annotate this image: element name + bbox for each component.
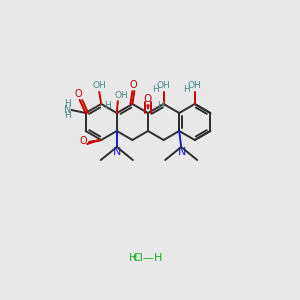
- Text: Cl—H: Cl—H: [133, 253, 163, 263]
- Text: O: O: [80, 136, 87, 146]
- Text: O: O: [144, 94, 152, 104]
- Text: H: H: [152, 85, 159, 94]
- Text: H: H: [129, 253, 137, 263]
- Text: O: O: [75, 89, 83, 99]
- Text: H: H: [157, 101, 164, 110]
- Polygon shape: [147, 105, 149, 109]
- Text: OH: OH: [188, 80, 202, 89]
- Text: H: H: [64, 112, 71, 121]
- Text: N: N: [178, 147, 186, 157]
- Text: OH: OH: [92, 80, 106, 89]
- Text: H: H: [183, 85, 190, 94]
- Text: O: O: [130, 80, 137, 90]
- Text: OH: OH: [157, 80, 170, 89]
- Text: N: N: [112, 147, 121, 157]
- Text: H: H: [104, 101, 111, 110]
- Text: H: H: [64, 100, 71, 109]
- Text: OH: OH: [115, 91, 129, 100]
- Text: N: N: [64, 105, 71, 115]
